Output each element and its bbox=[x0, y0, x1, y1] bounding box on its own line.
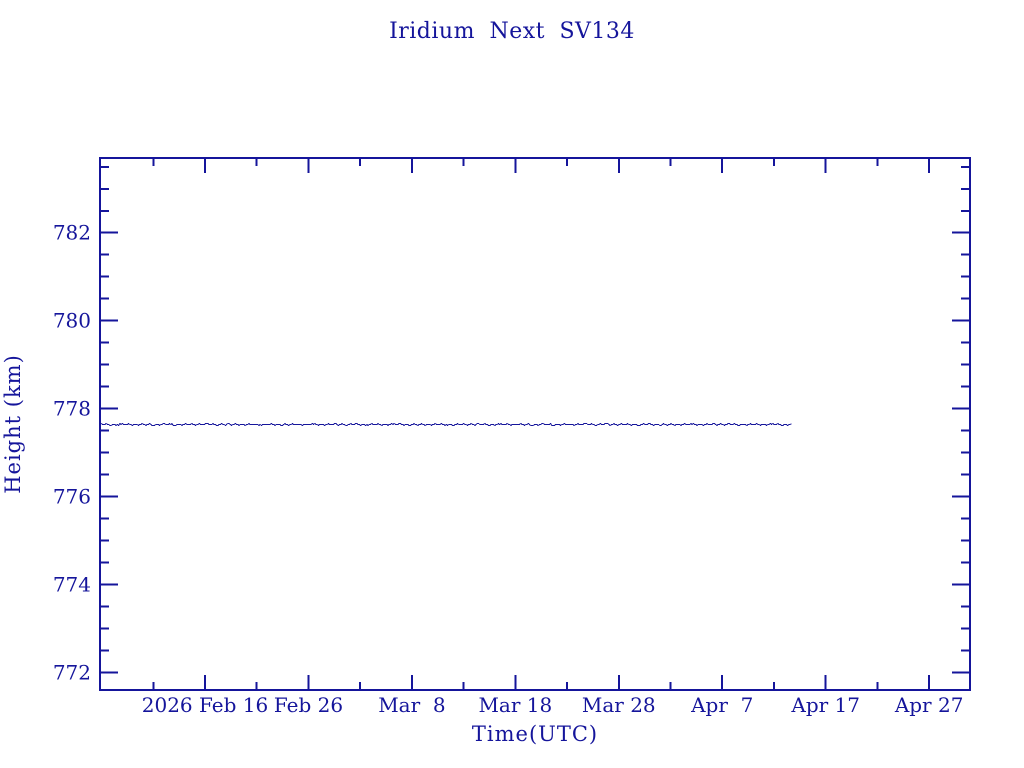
data-line-orbit-height bbox=[100, 422, 792, 427]
y-tick-label: 774 bbox=[53, 572, 91, 596]
x-tick-label: 2026 Feb 16 bbox=[142, 693, 268, 717]
y-tick-label: 780 bbox=[53, 309, 91, 333]
y-tick-label: 782 bbox=[53, 221, 91, 245]
y-tick-label: 778 bbox=[53, 397, 91, 421]
x-tick-label: Mar 8 bbox=[378, 693, 445, 717]
x-tick-label: Apr 17 bbox=[790, 693, 860, 717]
x-axis-title: Time(UTC) bbox=[472, 722, 598, 746]
y-tick-label: 772 bbox=[53, 660, 91, 684]
x-tick-label: Mar 28 bbox=[582, 693, 656, 717]
chart-title: Iridium Next SV134 bbox=[389, 19, 635, 44]
y-tick-label: 776 bbox=[53, 485, 91, 509]
x-tick-label: Mar 18 bbox=[478, 693, 552, 717]
x-tick-label: Apr 27 bbox=[894, 693, 964, 717]
x-tick-label: Apr 7 bbox=[690, 693, 753, 717]
x-tick-label: Feb 26 bbox=[274, 693, 343, 717]
y-axis-title: Height (km) bbox=[1, 354, 25, 494]
